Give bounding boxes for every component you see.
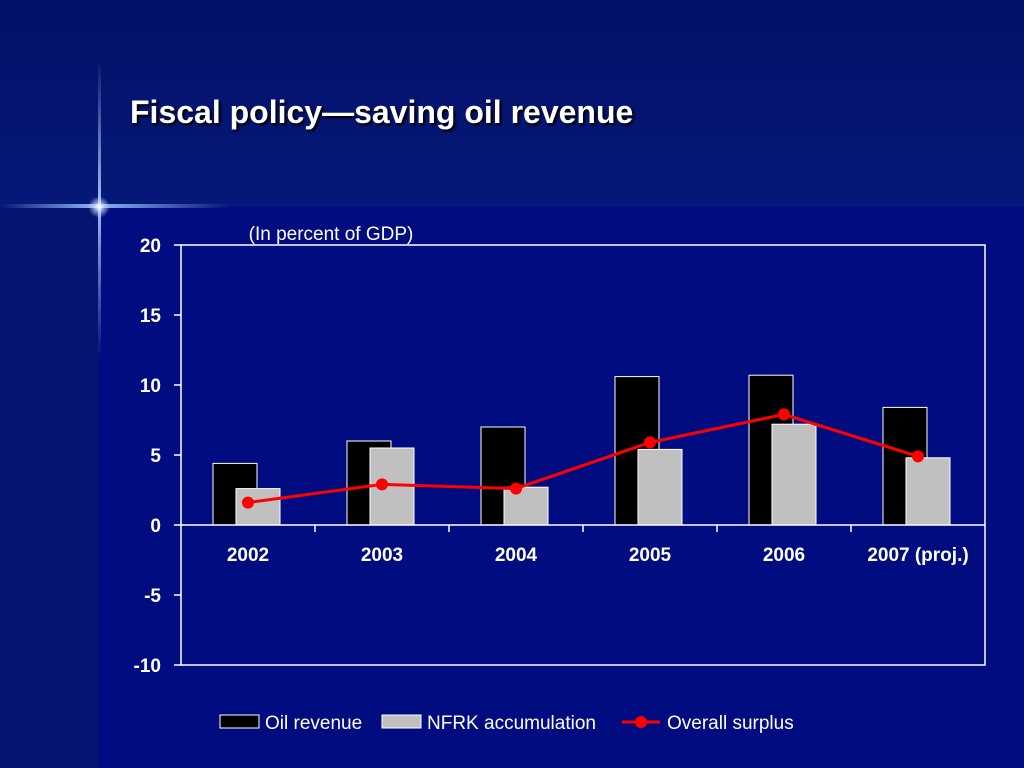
overall-surplus-point	[644, 436, 656, 449]
y-tick-label: -5	[144, 586, 161, 607]
x-tick-label: 2007 (proj.)	[867, 545, 968, 566]
legend-swatch	[381, 714, 422, 729]
legend-label: Overall surplus	[667, 713, 794, 734]
y-tick-label: 20	[140, 236, 161, 257]
overall-surplus-point	[778, 408, 790, 421]
x-tick-label: 2006	[763, 545, 805, 566]
slide-title: Fiscal policy—saving oil revenue	[130, 94, 634, 130]
overall-surplus-point	[242, 496, 254, 509]
bar-nfrk-accumulation	[771, 423, 817, 526]
plot-area	[180, 244, 986, 666]
overall-surplus-point	[376, 478, 388, 491]
x-tick-label: 2005	[629, 545, 672, 566]
x-tick-label: 2004	[495, 545, 538, 566]
overall-surplus-point	[912, 450, 924, 463]
y-tick-label: 0	[150, 516, 161, 537]
light-flare-horizontal	[0, 204, 230, 208]
x-axis: 2002 2003 2004 2005 2006 2007 (proj.)	[181, 524, 985, 566]
legend-label: Oil revenue	[265, 713, 362, 734]
overall-surplus-point	[510, 482, 522, 495]
left-band	[0, 207, 98, 768]
y-tick-label: 15	[140, 306, 162, 327]
legend: Oil revenue NFRK accumulation Overall surp…	[219, 713, 794, 734]
x-tick-label: 2003	[361, 545, 403, 566]
x-tick-label: 2002	[227, 545, 269, 566]
y-tick-label: -10	[134, 656, 161, 677]
chart-subtitle: (In percent of GDP)	[249, 224, 414, 245]
legend-marker	[635, 716, 647, 728]
bar-nfrk-accumulation	[905, 457, 951, 526]
legend-label: NFRK accumulation	[427, 713, 596, 734]
bar-nfrk-accumulation	[503, 486, 549, 526]
y-tick-label: 10	[140, 376, 161, 397]
bar-nfrk-accumulation	[637, 448, 683, 526]
light-flare-core	[88, 196, 110, 218]
legend-swatch	[219, 714, 260, 729]
line-series	[242, 408, 924, 509]
header-band	[0, 0, 1024, 207]
bar-nfrk-accumulation	[235, 488, 281, 526]
bars	[212, 374, 951, 526]
y-axis: -10 -5 0 5 10 15 20	[134, 236, 181, 677]
bar-oil-revenue	[480, 426, 526, 526]
overall-surplus-line	[247, 412, 919, 505]
y-tick-label: 5	[150, 446, 161, 467]
